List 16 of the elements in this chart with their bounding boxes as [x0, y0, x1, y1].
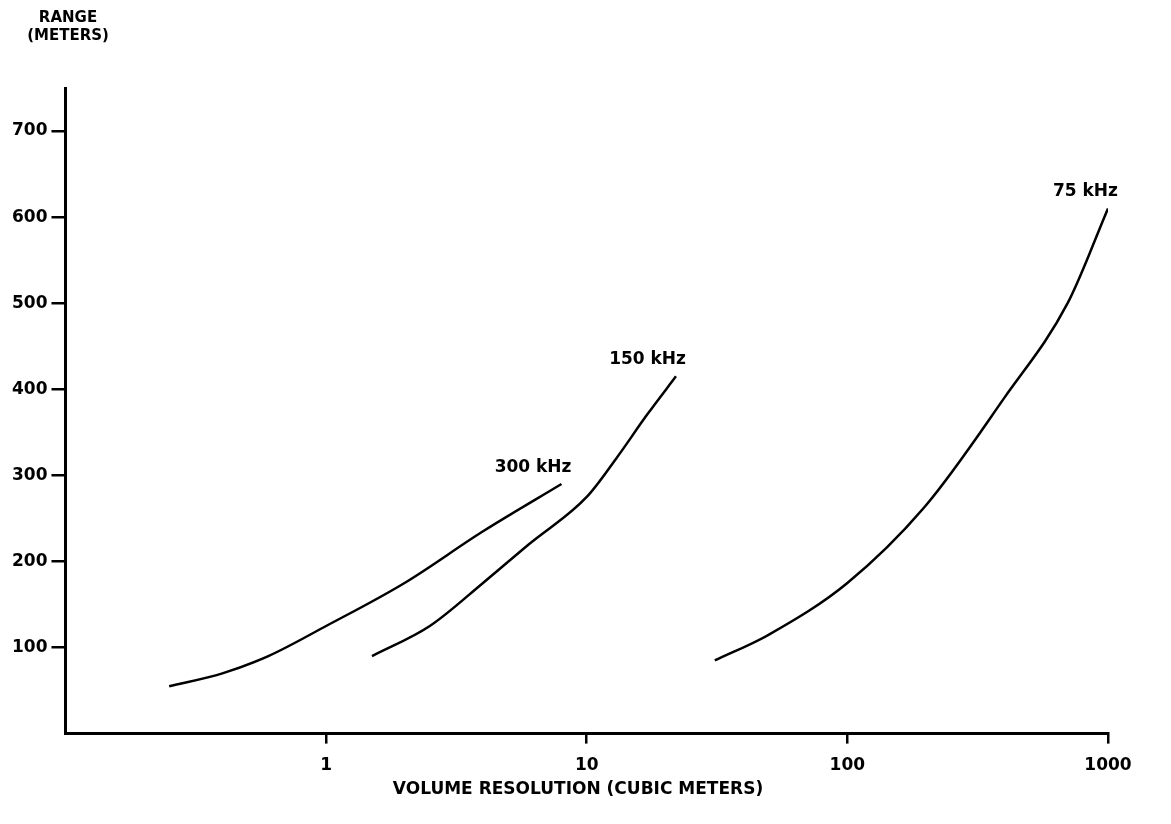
x-axis-title: VOLUME RESOLUTION (CUBIC METERS)	[391, 778, 765, 798]
y-axis-title: RANGE (METERS)	[26, 8, 110, 44]
x-tick-label: 10	[574, 754, 599, 775]
series-label: 75 kHz	[1052, 180, 1119, 201]
y-tick-label: 300	[11, 463, 48, 484]
x-tick-label: 1000	[1084, 754, 1132, 775]
y-tick-label: 200	[11, 549, 48, 570]
y-tick-label: 500	[11, 291, 48, 312]
series-label: 150 kHz	[609, 348, 687, 369]
y-tick-label: 600	[11, 205, 48, 226]
series-label: 300 kHz	[494, 455, 572, 476]
x-tick-label: 100	[829, 754, 866, 775]
x-tick-label: 1	[320, 754, 333, 775]
y-tick-label: 100	[11, 635, 48, 656]
y-tick-label: 400	[11, 377, 48, 398]
y-tick-label: 700	[11, 119, 48, 140]
